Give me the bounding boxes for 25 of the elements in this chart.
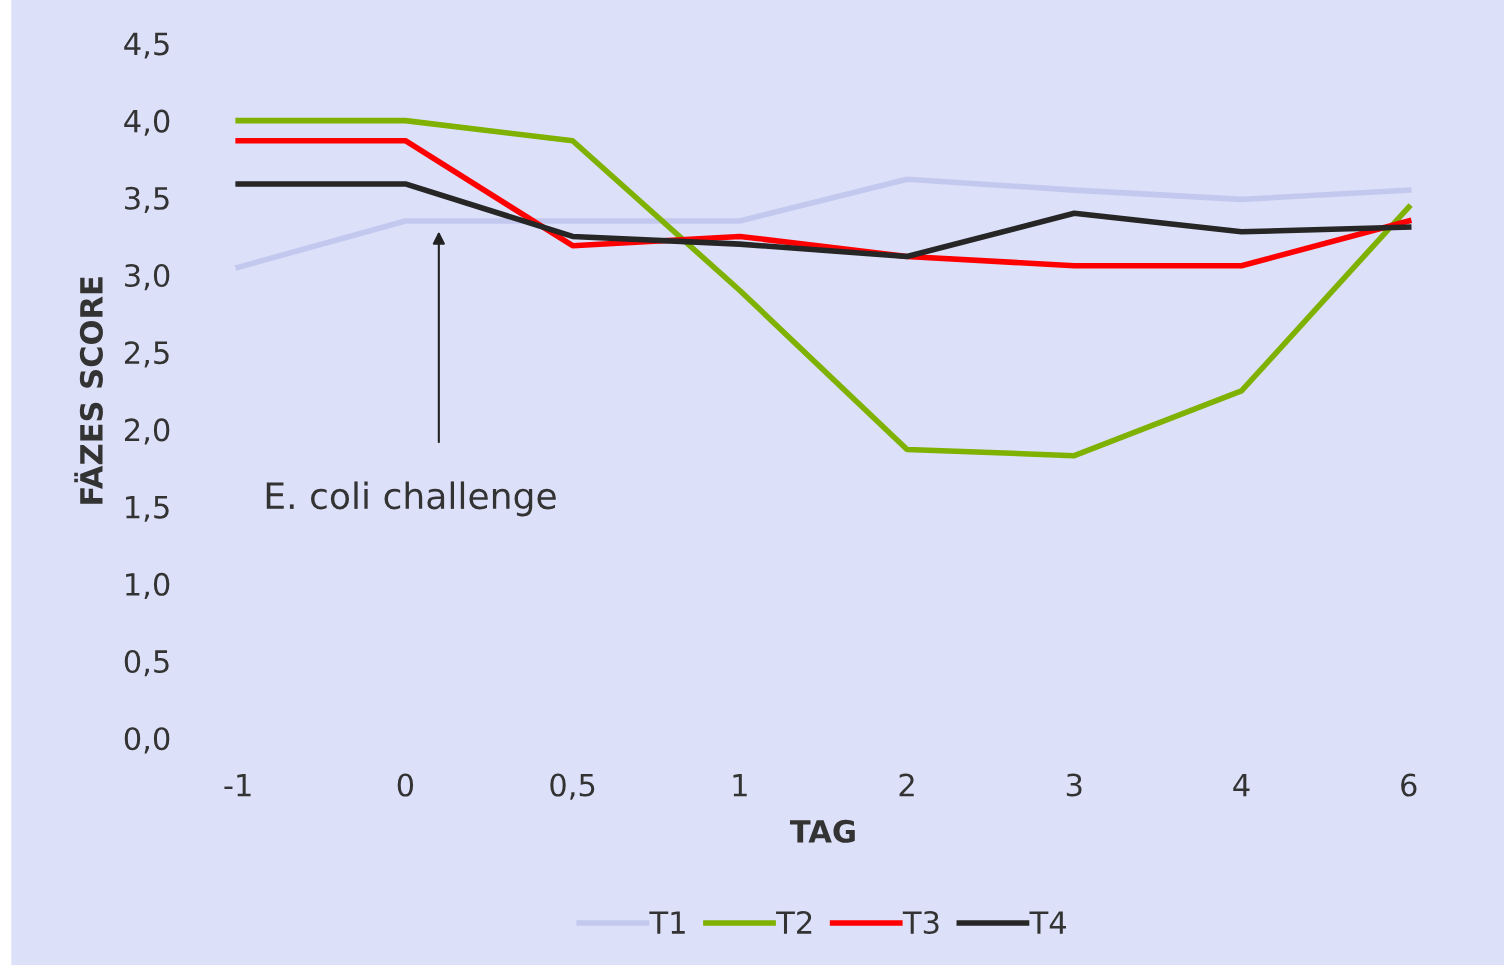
x-tick-label: 0 bbox=[397, 773, 414, 797]
y-tick-label: 4,5 bbox=[124, 32, 169, 59]
x-tick-label: 2 bbox=[899, 773, 914, 797]
legend-label: T3 bbox=[902, 910, 939, 935]
y-tick-label: 0,5 bbox=[124, 649, 169, 677]
legend-label: T4 bbox=[1029, 911, 1066, 934]
x-tick-label: 1 bbox=[733, 773, 747, 797]
y-tick-label: 4,0 bbox=[124, 109, 170, 136]
x-tick-label: 3 bbox=[1066, 773, 1082, 797]
y-tick-label: 0,0 bbox=[124, 727, 170, 754]
y-axis-title: FÄZES SCORE bbox=[74, 277, 103, 504]
x-axis-title: TAG bbox=[789, 819, 855, 843]
y-tick-label: 1,0 bbox=[126, 572, 170, 599]
y-tick-label: 2,5 bbox=[124, 341, 169, 368]
x-tick-label: -1 bbox=[224, 773, 251, 797]
x-tick-label: 6 bbox=[1401, 773, 1417, 797]
y-tick-label: 3,0 bbox=[125, 263, 170, 291]
y-tick-label: 2,0 bbox=[124, 418, 170, 445]
annotation: E. coli challenge bbox=[266, 481, 556, 517]
x-tick-label: 4 bbox=[1233, 773, 1250, 797]
legend-label: T2 bbox=[776, 910, 812, 934]
x-tick-label: 0,5 bbox=[550, 773, 595, 800]
y-tick-label: 3,5 bbox=[125, 186, 169, 213]
legend-label: T1 bbox=[649, 911, 685, 934]
y-tick-label: 1,5 bbox=[126, 495, 169, 522]
